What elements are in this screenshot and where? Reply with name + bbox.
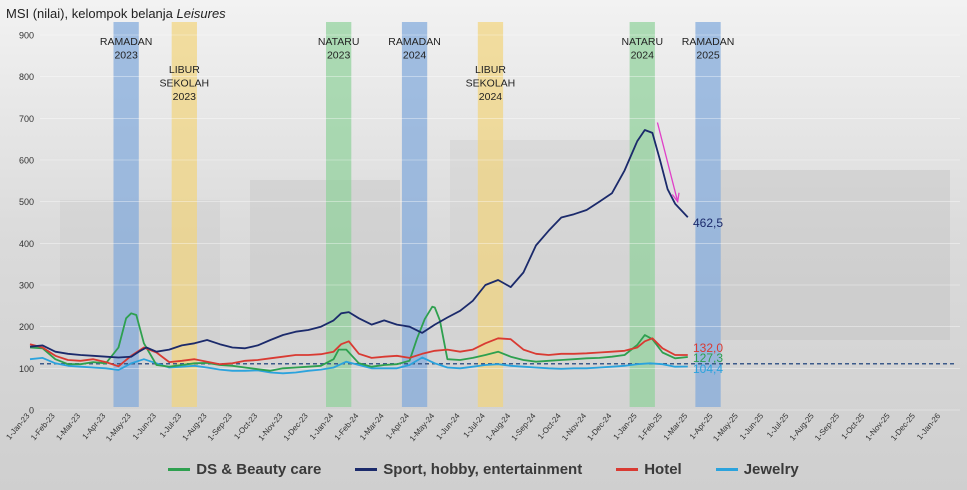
x-tick-1-Aug-23: 1-Aug-23 xyxy=(181,411,209,442)
x-tick-1-Jul-23: 1-Jul-23 xyxy=(158,411,184,439)
band-label-3: RAMADAN 2024 xyxy=(388,36,441,62)
event-bands: RAMADAN 2023 LIBUR SEKOLAH 2023 NATARU 2023 RAM… xyxy=(100,22,734,407)
legend-item-jewelry: Jewelry xyxy=(715,460,799,478)
y-tick-600: 600 xyxy=(19,156,34,166)
band-label-5: NATARU 2024 xyxy=(621,36,663,62)
band-label-4: LIBUR SEKOLAH 2024 xyxy=(466,64,516,103)
x-tick-1-Mar-25: 1-Mar-25 xyxy=(662,411,690,442)
band-4 xyxy=(477,22,504,407)
x-tick-1-Sep-23: 1-Sep-23 xyxy=(206,411,234,442)
legend: DS & Beauty care Sport, hobby, entertainm… xyxy=(0,456,967,482)
x-tick-1-Jul-25: 1-Jul-25 xyxy=(765,411,791,439)
band-3 xyxy=(401,22,428,407)
x-tick-1-Jan-23: 1-Jan-23 xyxy=(4,411,32,441)
legend-label: Sport, hobby, entertainment xyxy=(383,460,583,478)
y-axis-ticks: 0 100 200 300 400 500 600 700 800 900 xyxy=(19,31,34,416)
x-tick-1-Jun-24: 1-Jun-24 xyxy=(434,411,462,441)
end-label-hotel: 132,0 xyxy=(693,341,723,355)
x-tick-1-May-25: 1-May-25 xyxy=(711,411,740,443)
x-tick-1-Mar-23: 1-Mar-23 xyxy=(54,411,82,442)
x-tick-1-May-23: 1-May-23 xyxy=(104,411,133,443)
legend-swatch xyxy=(715,467,738,471)
series-jewelry xyxy=(29,356,688,375)
x-tick-1-Jan-24: 1-Jan-24 xyxy=(308,411,336,441)
x-tick-1-Jan-26: 1-Jan-26 xyxy=(915,411,943,441)
x-tick-1-Jun-23: 1-Jun-23 xyxy=(131,411,159,441)
legend-label: DS & Beauty care xyxy=(196,460,322,478)
x-tick-1-Mar-24: 1-Mar-24 xyxy=(358,411,386,442)
arrow-shaft xyxy=(656,122,679,202)
y-tick-300: 300 xyxy=(19,281,34,291)
band-0 xyxy=(113,22,139,407)
legend-swatch xyxy=(168,467,191,471)
arrow-head xyxy=(671,192,680,204)
y-tick-400: 400 xyxy=(19,239,34,249)
series-sport-hobby-entertainment xyxy=(29,129,689,359)
x-tick-1-Feb-24: 1-Feb-24 xyxy=(333,411,361,442)
legend-item-hotel: Hotel xyxy=(616,461,682,478)
series-lines xyxy=(29,129,689,375)
band-6 xyxy=(695,22,721,407)
x-tick-1-Aug-25: 1-Aug-25 xyxy=(788,411,816,442)
band-label-0: RAMADAN 2023 xyxy=(100,36,153,62)
chart-title: MSI (nilai), kelompok belanja Leisures xyxy=(6,6,226,21)
end-label-sport-hobby-entertainment: 462,5 xyxy=(693,216,723,230)
x-tick-1-Jun-25: 1-Jun-25 xyxy=(738,411,766,441)
x-tick-1-May-24: 1-May-24 xyxy=(408,411,437,443)
y-tick-500: 500 xyxy=(19,197,34,207)
x-tick-1-Dec-24: 1-Dec-24 xyxy=(585,411,613,442)
end-label-ds-beauty-care: 127,3 xyxy=(693,351,723,365)
y-tick-0: 0 xyxy=(29,406,34,416)
x-tick-1-Jul-24: 1-Jul-24 xyxy=(461,411,487,439)
x-tick-1-Dec-23: 1-Dec-23 xyxy=(282,411,310,442)
band-label-2: NATARU 2023 xyxy=(318,36,360,62)
legend-item-sport-hobby-entertainment: Sport, hobby, entertainment xyxy=(355,461,582,478)
legend-label: Hotel xyxy=(644,460,682,478)
y-tick-700: 700 xyxy=(19,114,34,124)
x-tick-1-Sep-25: 1-Sep-25 xyxy=(813,411,841,442)
x-tick-1-Jan-25: 1-Jan-25 xyxy=(612,411,640,441)
grid-lines xyxy=(40,34,960,411)
x-tick-1-Dec-25: 1-Dec-25 xyxy=(889,411,917,442)
x-tick-1-Aug-24: 1-Aug-24 xyxy=(484,411,512,442)
y-tick-200: 200 xyxy=(19,322,34,332)
legend-swatch xyxy=(616,467,639,471)
x-tick-1-Feb-25: 1-Feb-25 xyxy=(636,411,664,442)
legend-swatch xyxy=(355,467,378,471)
series-ds-beauty-care xyxy=(29,305,688,372)
series-hotel xyxy=(29,337,688,368)
chart-title-italic: Leisures xyxy=(176,6,226,21)
line-chart: RAMADAN 2023 LIBUR SEKOLAH 2023 NATARU 2023 RAM… xyxy=(4,22,960,443)
x-axis-ticks: 1-Jan-231-Feb-231-Mar-231-Apr-231-May-23… xyxy=(4,411,942,443)
legend-label: Jewelry xyxy=(743,460,799,478)
x-tick-1-Nov-24: 1-Nov-24 xyxy=(560,411,588,442)
x-tick-1-Nov-23: 1-Nov-23 xyxy=(256,411,284,442)
x-tick-1-Nov-25: 1-Nov-25 xyxy=(864,411,892,442)
x-tick-1-Feb-23: 1-Feb-23 xyxy=(29,411,57,442)
end-label-jewelry: 104,4 xyxy=(693,362,723,376)
band-label-1: LIBUR SEKOLAH 2023 xyxy=(160,64,210,103)
y-tick-900: 900 xyxy=(19,31,34,41)
y-tick-800: 800 xyxy=(19,72,34,82)
y-tick-100: 100 xyxy=(19,364,34,374)
band-label-6: RAMADAN 2025 xyxy=(682,36,735,62)
chart-title-main: MSI (nilai), kelompok belanja xyxy=(6,6,177,21)
trend-arrow xyxy=(656,122,680,204)
x-tick-1-Sep-24: 1-Sep-24 xyxy=(509,411,537,442)
legend-item-ds-beauty-care: DS & Beauty care xyxy=(168,461,321,478)
